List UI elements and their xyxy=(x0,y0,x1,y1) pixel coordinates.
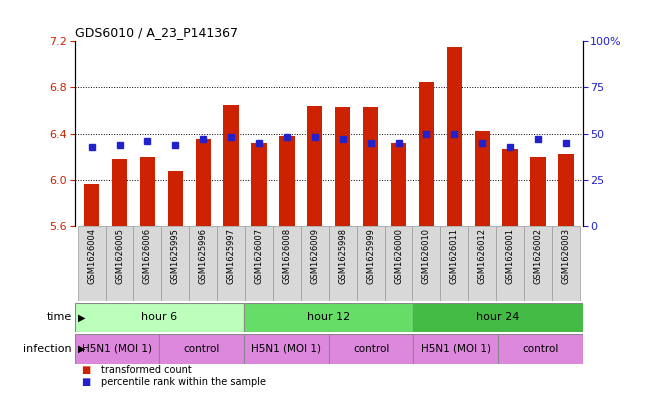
Text: GSM1626002: GSM1626002 xyxy=(534,228,542,284)
Text: ▶: ▶ xyxy=(78,312,86,322)
Text: GSM1625997: GSM1625997 xyxy=(227,228,236,284)
Bar xyxy=(251,143,267,226)
Bar xyxy=(307,106,322,226)
Bar xyxy=(468,226,496,301)
Bar xyxy=(391,143,406,226)
Text: control: control xyxy=(184,344,220,354)
Text: GSM1626007: GSM1626007 xyxy=(255,228,264,285)
Text: GSM1625996: GSM1625996 xyxy=(199,228,208,284)
Bar xyxy=(447,47,462,226)
Text: GSM1626008: GSM1626008 xyxy=(283,228,292,285)
Text: GDS6010 / A_23_P141367: GDS6010 / A_23_P141367 xyxy=(75,26,238,39)
Text: GSM1626005: GSM1626005 xyxy=(115,228,124,284)
Bar xyxy=(168,171,183,226)
Text: GSM1626003: GSM1626003 xyxy=(561,228,570,285)
Bar xyxy=(363,107,378,226)
Bar xyxy=(195,140,211,226)
Bar xyxy=(558,154,574,226)
Bar xyxy=(244,303,413,332)
Bar xyxy=(140,157,155,226)
Bar xyxy=(75,303,244,332)
Bar xyxy=(279,136,294,226)
Bar xyxy=(329,334,413,364)
Bar xyxy=(440,226,468,301)
Text: GSM1626006: GSM1626006 xyxy=(143,228,152,285)
Bar xyxy=(498,334,583,364)
Text: GSM1626004: GSM1626004 xyxy=(87,228,96,284)
Bar xyxy=(552,226,580,301)
Bar xyxy=(159,334,244,364)
Bar xyxy=(301,226,329,301)
Bar xyxy=(133,226,161,301)
Text: ■: ■ xyxy=(81,377,90,387)
Bar xyxy=(223,105,239,226)
Text: GSM1626011: GSM1626011 xyxy=(450,228,459,284)
Bar xyxy=(524,226,552,301)
Bar xyxy=(475,131,490,226)
Text: hour 6: hour 6 xyxy=(141,312,178,322)
Bar xyxy=(217,226,245,301)
Bar xyxy=(496,226,524,301)
Text: GSM1626009: GSM1626009 xyxy=(311,228,319,284)
Bar xyxy=(419,82,434,226)
Text: GSM1626001: GSM1626001 xyxy=(506,228,514,284)
Bar xyxy=(244,334,329,364)
Text: hour 24: hour 24 xyxy=(477,312,519,322)
Bar xyxy=(245,226,273,301)
Bar xyxy=(77,226,105,301)
Text: infection: infection xyxy=(23,344,72,354)
Bar xyxy=(84,184,99,226)
Text: GSM1626012: GSM1626012 xyxy=(478,228,487,284)
Bar xyxy=(531,157,546,226)
Bar xyxy=(413,226,440,301)
Text: GSM1626000: GSM1626000 xyxy=(394,228,403,284)
Text: GSM1625998: GSM1625998 xyxy=(339,228,347,284)
Text: ▶: ▶ xyxy=(78,344,86,354)
Bar xyxy=(335,107,350,226)
Text: control: control xyxy=(522,344,559,354)
Text: H5N1 (MOI 1): H5N1 (MOI 1) xyxy=(421,344,491,354)
Text: H5N1 (MOI 1): H5N1 (MOI 1) xyxy=(251,344,322,354)
Bar xyxy=(189,226,217,301)
Bar xyxy=(329,226,357,301)
Text: hour 12: hour 12 xyxy=(307,312,350,322)
Bar xyxy=(503,149,518,226)
Text: time: time xyxy=(46,312,72,322)
Bar xyxy=(75,334,159,364)
Bar xyxy=(273,226,301,301)
Text: ■: ■ xyxy=(81,365,90,375)
Text: GSM1625999: GSM1625999 xyxy=(366,228,375,284)
Text: percentile rank within the sample: percentile rank within the sample xyxy=(101,377,266,387)
Bar xyxy=(413,334,498,364)
Bar xyxy=(105,226,133,301)
Bar xyxy=(112,159,127,226)
Text: H5N1 (MOI 1): H5N1 (MOI 1) xyxy=(82,344,152,354)
Text: GSM1625995: GSM1625995 xyxy=(171,228,180,284)
Bar xyxy=(161,226,189,301)
Bar xyxy=(385,226,413,301)
Bar xyxy=(413,303,583,332)
Text: GSM1626010: GSM1626010 xyxy=(422,228,431,284)
Text: control: control xyxy=(353,344,389,354)
Text: transformed count: transformed count xyxy=(101,365,191,375)
Bar xyxy=(357,226,385,301)
